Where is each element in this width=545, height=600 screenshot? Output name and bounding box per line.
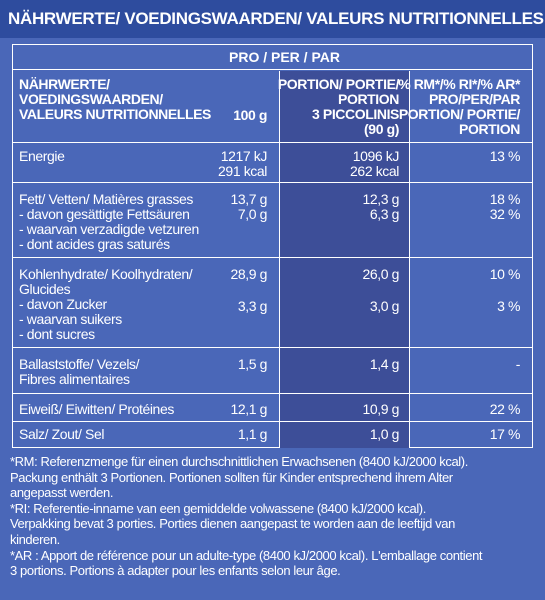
footnote-line: angepasst werden. xyxy=(10,485,114,501)
footnote-line: *RM: Referenzmenge für einen durchschnit… xyxy=(10,454,468,469)
column-header-100g: 100 g xyxy=(233,107,267,123)
salt-per100: 1,1 g xyxy=(237,426,268,442)
nutrition-table: PRO / PER / PAR NÄHRWERTE/ VOEDINGSWAARD… xyxy=(12,44,533,448)
per-header-row: PRO / PER / PAR xyxy=(13,45,532,70)
row-divider xyxy=(13,142,532,143)
protein-label: Eiweiß/ Eiwitten/ Protéines xyxy=(19,401,174,417)
energy-per100: 1217 kJ 291 kcal xyxy=(218,148,267,179)
footnote-line: *AR : Apport de référence pour un adulte… xyxy=(10,547,483,563)
sugar-percent: 3 % xyxy=(497,298,520,314)
row-divider xyxy=(13,347,532,348)
carbs-per100: 28,9 g xyxy=(230,266,267,282)
fibre-portion: 1,4 g xyxy=(369,356,400,372)
fibre-per100: 1,5 g xyxy=(237,356,268,372)
portion-column-highlight xyxy=(280,71,409,448)
energy-percent: 13 % xyxy=(489,148,521,164)
fat-per100: 13,7 g 7,0 g xyxy=(230,191,267,222)
fat-portion: 12,3 g 6,3 g xyxy=(362,191,399,222)
sugar-portion: 3,0 g xyxy=(369,298,400,314)
row-divider xyxy=(13,421,532,422)
salt-label: Salz/ Zout/ Sel xyxy=(19,426,105,442)
salt-portion: 1,0 g xyxy=(369,426,400,442)
fibre-label: Ballaststoffe/ Vezels/ Fibres alimentair… xyxy=(19,356,140,387)
row-divider xyxy=(13,182,532,183)
row-divider xyxy=(13,257,532,258)
footnote-line: *RI: Referentie-inname van een gemiddeld… xyxy=(10,500,426,516)
column-divider xyxy=(279,71,280,448)
footnote-line: Verpakking bevat 3 porties. Porties dien… xyxy=(10,516,455,532)
column-header-portion: PORTION/ PORTIE/ PORTION 3 PICCOLINIS (9… xyxy=(277,76,400,137)
energy-label: Energie xyxy=(19,148,65,164)
protein-portion: 10,9 g xyxy=(362,401,399,417)
row-divider xyxy=(13,393,532,394)
column-header-percent: % RM*/% RI*/% AR* PRO/PER/PAR PORTION/ P… xyxy=(398,76,520,137)
footnote-line: 3 portions. Portions à adapter pour les … xyxy=(10,563,341,579)
carbs-portion: 26,0 g xyxy=(362,266,399,282)
fibre-percent: - xyxy=(515,356,521,372)
footnote-line: Packung enthält 3 Portionen. Portionen s… xyxy=(10,469,453,485)
energy-portion: 1096 kJ 262 kcal xyxy=(350,148,399,179)
footnote-line: kinderen. xyxy=(10,531,60,547)
fat-label: Fett/ Vetten/ Matières grasses - davon g… xyxy=(19,191,199,252)
table-title: NÄHRWERTE/ VOEDINGSWAARDEN/ VALEURS NUTR… xyxy=(0,0,545,38)
column-header-label: NÄHRWERTE/ VOEDINGSWAARDEN/ VALEURS NUTR… xyxy=(19,76,211,122)
salt-percent: 17 % xyxy=(489,426,521,442)
protein-per100: 12,1 g xyxy=(230,401,267,417)
per-label: PRO / PER / PAR xyxy=(229,49,340,65)
protein-percent: 22 % xyxy=(489,401,521,417)
carbs-label: Kohlenhydrate/ Koolhydraten/ Glucides - … xyxy=(19,266,193,342)
carbs-percent: 10 % xyxy=(489,266,521,282)
footnotes: *RM: Referenzmenge für einen durchschnit… xyxy=(10,454,538,579)
fat-percent: 18 % 32 % xyxy=(489,191,521,222)
sugar-per100: 3,3 g xyxy=(237,298,268,314)
column-divider xyxy=(409,71,410,448)
